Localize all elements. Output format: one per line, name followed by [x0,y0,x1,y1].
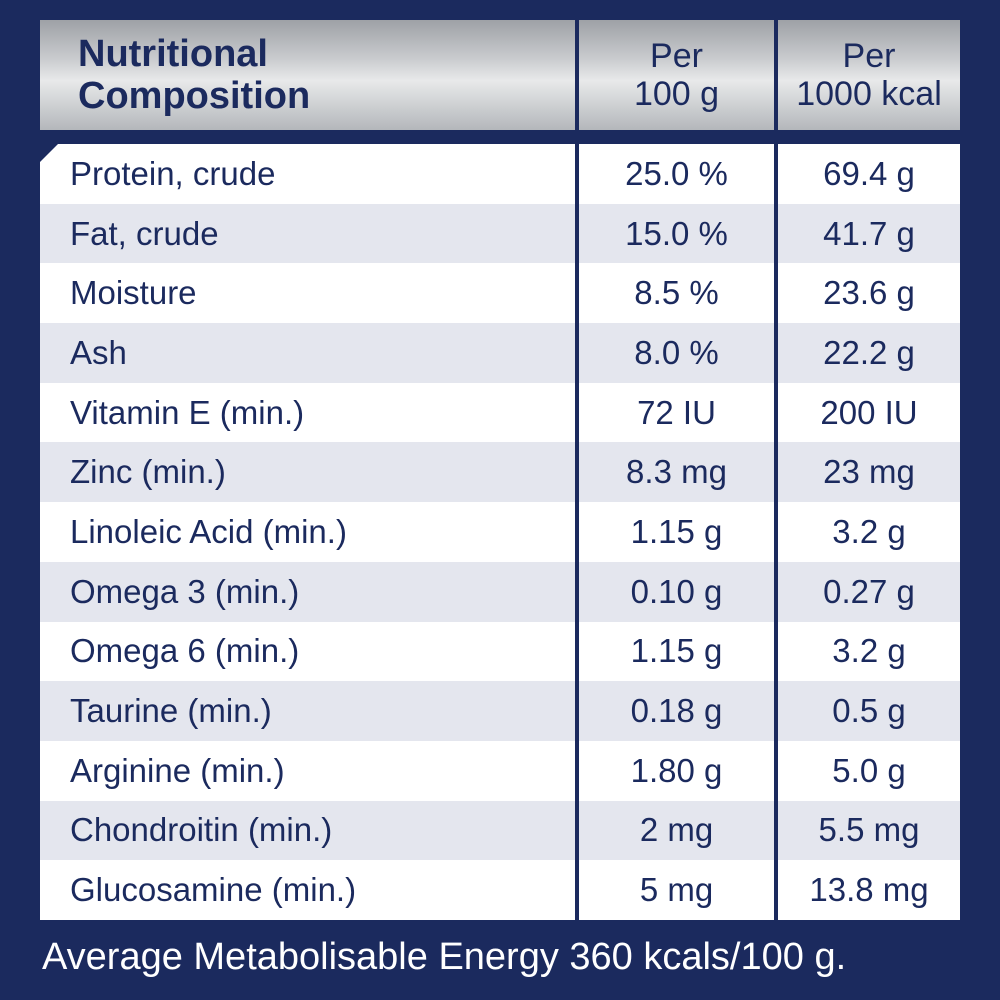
nutrient-name: Chondroitin (min.) [40,800,575,861]
per-1000kcal-value: 3.2 g [778,502,960,562]
per-1000kcal-value: 22.2 g [778,323,960,383]
header-col2-line1: Per [650,37,703,75]
nutrient-name: Zinc (min.) [40,442,575,503]
nutrient-name: Linoleic Acid (min.) [40,502,575,562]
per-1000kcal-value: 41.7 g [778,203,960,264]
header-col3-line1: Per [842,37,896,75]
energy-footnote: Average Metabolisable Energy 360 kcals/1… [42,936,847,978]
nutrient-name: Vitamin E (min.) [40,382,575,443]
header-col1-line1: Nutritional [78,33,268,75]
per-1000kcal-value: 200 IU [778,382,960,443]
table-row: Vitamin E (min.) 72 IU 200 IU [40,382,960,443]
table-row: Arginine (min.) 1.80 g 5.0 g [40,740,960,801]
table-row: Zinc (min.) 8.3 mg 23 mg [40,442,960,503]
table-row: Chondroitin (min.) 2 mg 5.5 mg [40,800,960,861]
nutrition-table: Nutritional Composition Per 100 g Per 10… [40,20,960,920]
per-100g-value: 8.5 % [579,263,774,324]
per-100g-value: 25.0 % [579,144,774,204]
nutrient-name: Omega 3 (min.) [40,561,575,622]
per-1000kcal-value: 23.6 g [778,263,960,324]
header-nutritional-composition: Nutritional Composition [40,20,575,130]
nutrient-name: Arginine (min.) [40,740,575,801]
per-100g-value: 1.15 g [579,621,774,682]
per-100g-value: 15.0 % [579,203,774,264]
per-1000kcal-value: 23 mg [778,442,960,503]
nutrient-name: Moisture [40,263,575,324]
table-body: Protein, crude 25.0 % 69.4 g Fat, crude … [40,144,960,920]
nutrient-name: Protein, crude [40,144,575,204]
per-100g-value: 72 IU [579,382,774,443]
corner-notch [40,144,58,162]
table-row: Fat, crude 15.0 % 41.7 g [40,203,960,264]
nutrient-name: Fat, crude [40,203,575,264]
table-row: Omega 3 (min.) 0.10 g 0.27 g [40,561,960,622]
table-row: Linoleic Acid (min.) 1.15 g 3.2 g [40,502,960,562]
table-row: Glucosamine (min.) 5 mg 13.8 mg [40,860,960,920]
nutrient-name: Taurine (min.) [40,681,575,741]
per-100g-value: 2 mg [579,800,774,861]
header-col3-line2: 1000 kcal [796,75,942,113]
table-row: Protein, crude 25.0 % 69.4 g [40,144,960,204]
table-row: Ash 8.0 % 22.2 g [40,323,960,383]
per-100g-value: 0.10 g [579,561,774,622]
per-1000kcal-value: 5.0 g [778,740,960,801]
per-100g-value: 1.80 g [579,740,774,801]
header-col1-line2: Composition [78,75,311,117]
nutrient-name: Ash [40,323,575,383]
nutrient-name: Glucosamine (min.) [40,860,575,920]
table-header: Nutritional Composition Per 100 g Per 10… [40,20,960,130]
table-row: Omega 6 (min.) 1.15 g 3.2 g [40,621,960,682]
header-per-1000kcal: Per 1000 kcal [778,20,960,130]
header-col2-line2: 100 g [633,75,720,113]
per-100g-value: 1.15 g [579,502,774,562]
nutrient-name: Omega 6 (min.) [40,621,575,682]
per-1000kcal-value: 0.5 g [778,681,960,741]
per-1000kcal-value: 0.27 g [778,561,960,622]
per-1000kcal-value: 3.2 g [778,621,960,682]
per-1000kcal-value: 5.5 mg [778,800,960,861]
per-1000kcal-value: 69.4 g [778,144,960,204]
per-1000kcal-value: 13.8 mg [778,860,960,920]
table-row: Moisture 8.5 % 23.6 g [40,263,960,324]
per-100g-value: 0.18 g [579,681,774,741]
per-100g-value: 5 mg [579,860,774,920]
per-100g-value: 8.0 % [579,323,774,383]
per-100g-value: 8.3 mg [579,442,774,503]
table-row: Taurine (min.) 0.18 g 0.5 g [40,681,960,741]
header-per-100g: Per 100 g [579,20,774,130]
